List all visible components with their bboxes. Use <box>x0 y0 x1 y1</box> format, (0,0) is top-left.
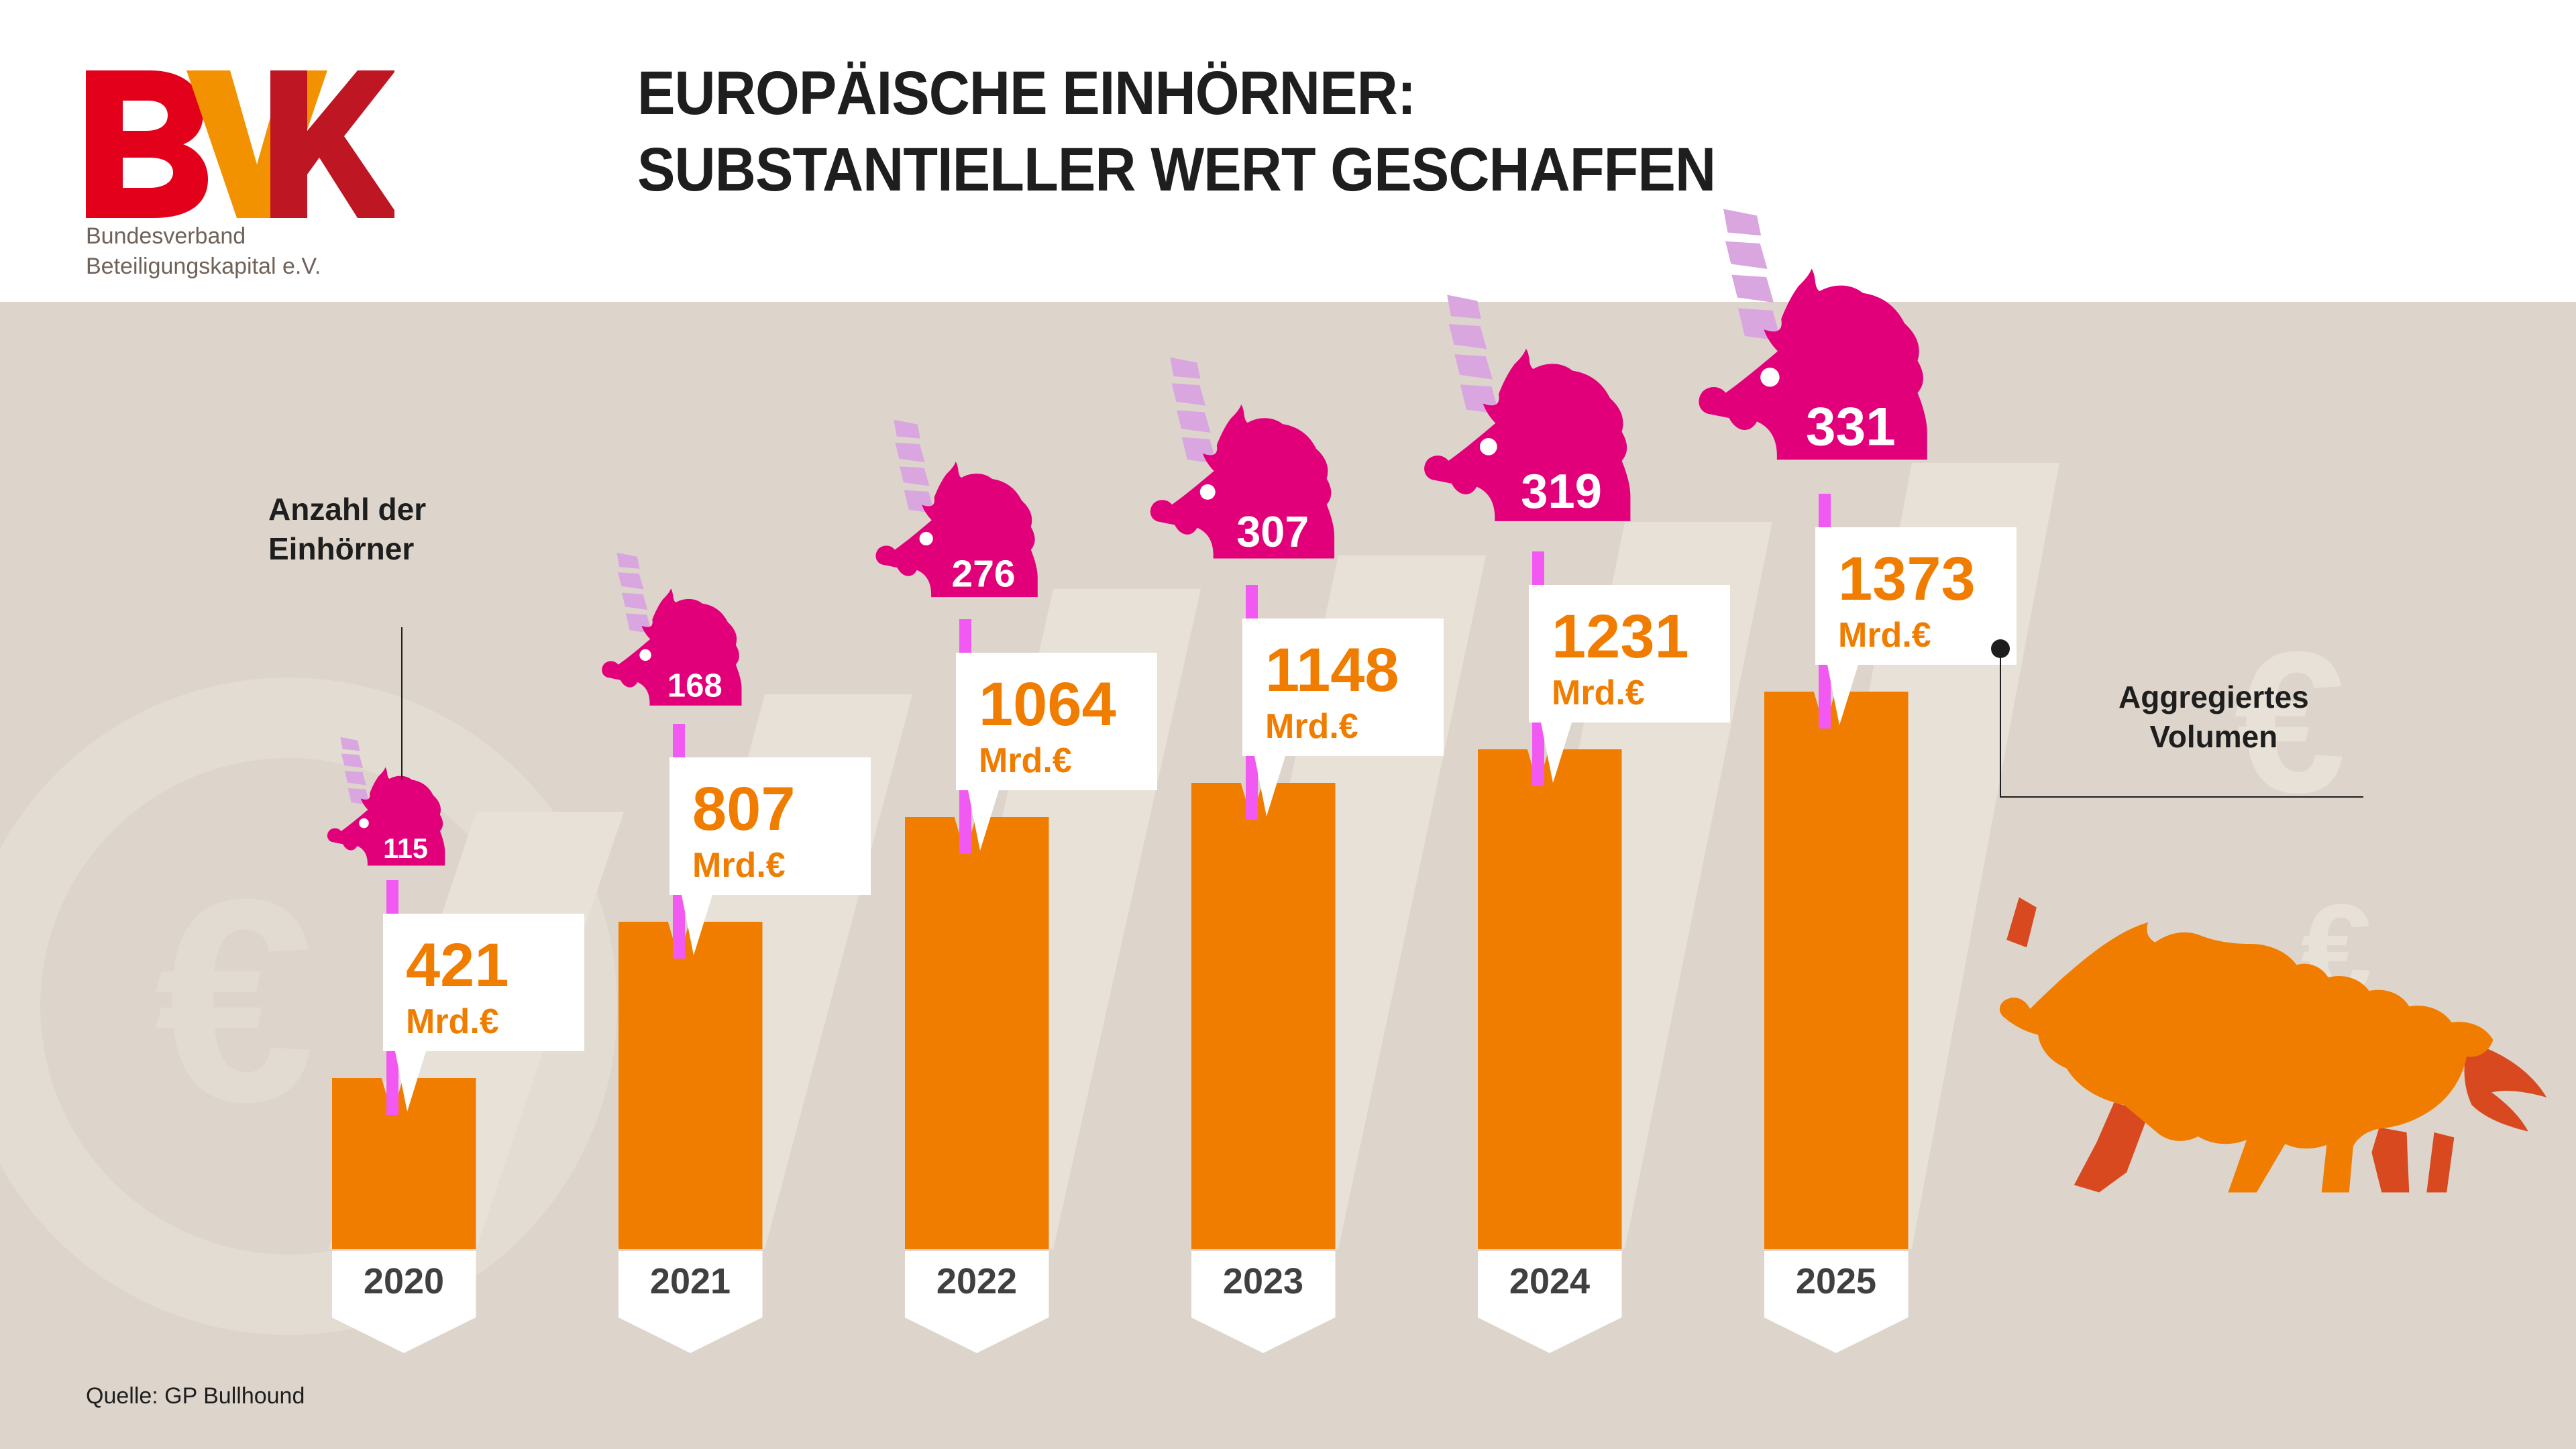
svg-text:168: 168 <box>667 667 722 704</box>
svg-text:Mrd.€: Mrd.€ <box>1265 707 1358 746</box>
svg-text:Mrd.€: Mrd.€ <box>406 1002 499 1041</box>
svg-text:276: 276 <box>952 552 1016 595</box>
svg-text:319: 319 <box>1521 464 1602 519</box>
svg-text:1064: 1064 <box>979 670 1116 739</box>
svg-text:Mrd.€: Mrd.€ <box>1838 616 1931 655</box>
svg-text:115: 115 <box>383 833 428 864</box>
svg-text:1373: 1373 <box>1838 545 1976 613</box>
svg-text:331: 331 <box>1806 396 1896 457</box>
svg-text:Mrd.€: Mrd.€ <box>979 741 1072 780</box>
svg-text:1231: 1231 <box>1552 602 1689 671</box>
svg-text:807: 807 <box>692 775 796 843</box>
svg-text:Mrd.€: Mrd.€ <box>1552 674 1645 712</box>
svg-text:421: 421 <box>406 931 509 1000</box>
svg-text:1148: 1148 <box>1265 636 1399 704</box>
svg-text:Mrd.€: Mrd.€ <box>692 846 786 885</box>
svg-text:307: 307 <box>1236 507 1309 556</box>
